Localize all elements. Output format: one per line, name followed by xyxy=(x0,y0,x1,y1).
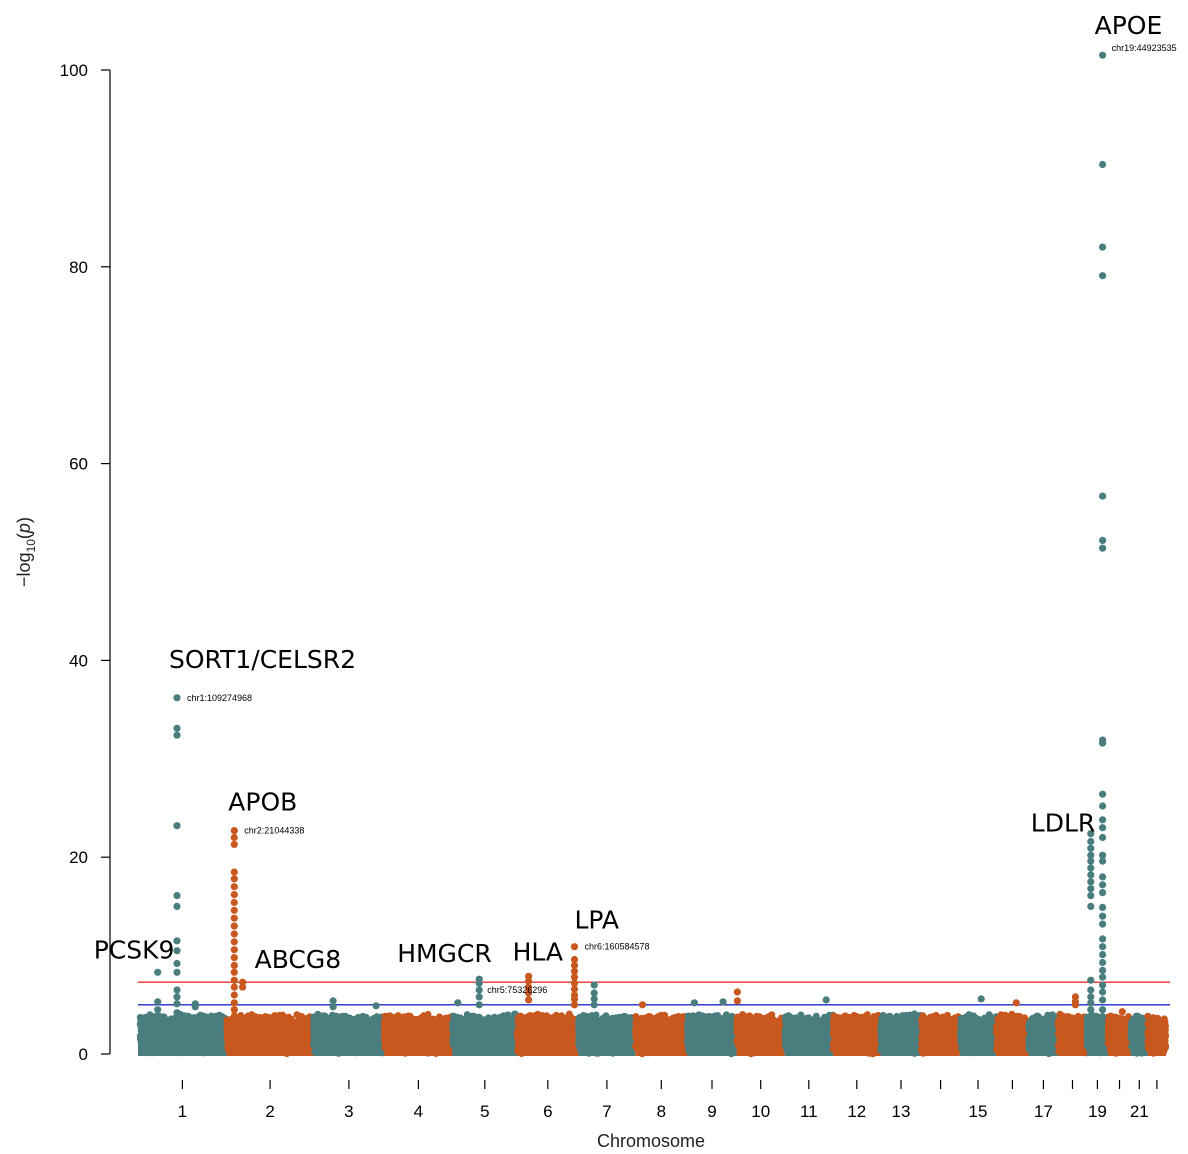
background-point xyxy=(339,1012,346,1020)
background-point xyxy=(216,1027,224,1035)
baseline-band xyxy=(226,1038,314,1056)
background-point xyxy=(405,1012,413,1020)
background-point xyxy=(187,1017,195,1025)
background-point xyxy=(136,1032,144,1040)
baseline-band xyxy=(138,1038,227,1056)
background-point xyxy=(195,1030,203,1038)
background-point xyxy=(373,1013,381,1020)
background-point xyxy=(158,1026,165,1034)
background-point xyxy=(315,1022,322,1030)
background-point xyxy=(228,1026,236,1034)
background-point xyxy=(420,1016,428,1024)
background-point xyxy=(443,1032,450,1039)
background-point xyxy=(382,1025,390,1033)
background-point xyxy=(154,1021,162,1029)
background-point xyxy=(279,1024,286,1032)
baseline-band xyxy=(313,1038,385,1056)
background-point xyxy=(273,1016,281,1024)
background-point xyxy=(145,1020,153,1028)
background-point xyxy=(433,1018,441,1026)
background-point xyxy=(261,1017,268,1025)
baseline-band xyxy=(384,1038,453,1056)
background-point xyxy=(241,1019,249,1027)
background-point xyxy=(152,1015,160,1023)
background-point xyxy=(238,1013,246,1021)
background-point xyxy=(394,1012,402,1019)
background-point xyxy=(393,1023,400,1031)
background-point xyxy=(192,1017,200,1025)
background-point xyxy=(332,1012,340,1020)
background-point xyxy=(315,1030,323,1038)
background-point xyxy=(249,1012,256,1020)
background-point xyxy=(442,1014,449,1022)
background-point xyxy=(254,1022,262,1030)
background-point xyxy=(167,1017,175,1025)
background-point xyxy=(206,1022,214,1029)
background-point xyxy=(216,1020,224,1028)
background-point xyxy=(164,1031,171,1039)
background-point xyxy=(196,1024,204,1032)
background-point xyxy=(261,1030,269,1038)
background-point xyxy=(318,1012,326,1020)
background-point xyxy=(190,1026,197,1034)
background-point xyxy=(291,1025,299,1033)
background-point xyxy=(183,1031,191,1038)
background-point xyxy=(300,1025,308,1033)
background-point xyxy=(325,1019,332,1026)
points-layer xyxy=(136,1010,1170,1058)
background-point xyxy=(174,1025,182,1033)
background-point xyxy=(334,1030,342,1038)
background-point xyxy=(358,1016,366,1023)
background-point xyxy=(353,1027,361,1035)
background-point xyxy=(410,1022,418,1030)
background-point xyxy=(293,1011,301,1018)
background-point xyxy=(181,1012,189,1019)
background-point xyxy=(239,1025,247,1033)
